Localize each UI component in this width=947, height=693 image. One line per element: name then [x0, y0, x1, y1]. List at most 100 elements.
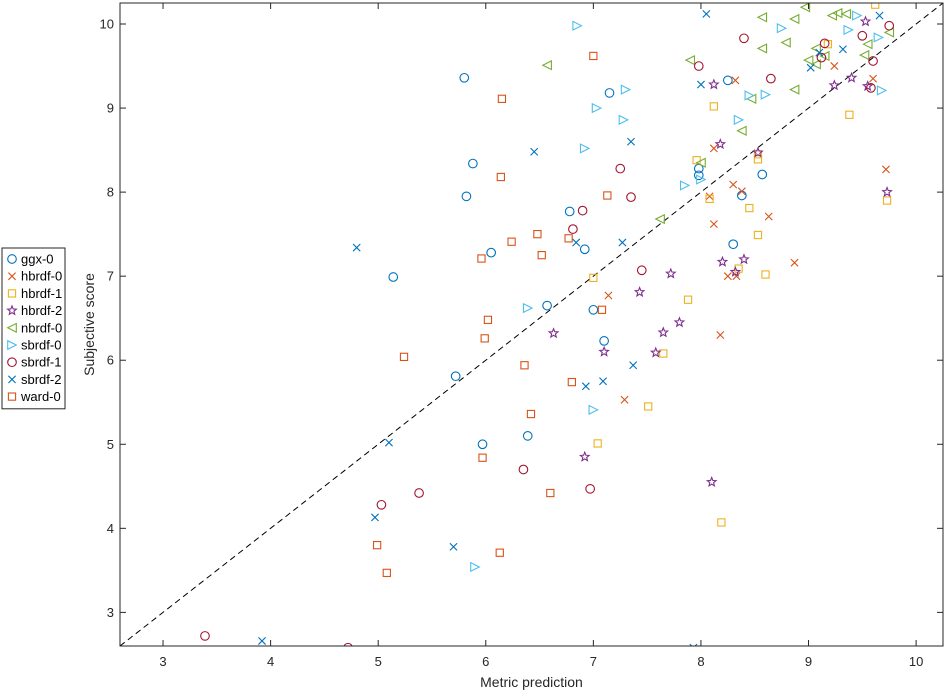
x-tick-label: 6: [482, 654, 489, 669]
data-point: [716, 255, 729, 267]
legend-box: [1, 247, 66, 410]
data-point: [507, 237, 516, 246]
data-point: [776, 23, 788, 34]
data-point: [875, 11, 884, 20]
data-point: [657, 326, 670, 338]
axes-box: [119, 2, 944, 647]
data-point: [593, 439, 602, 448]
data-point: [729, 265, 742, 277]
data-point: [764, 212, 773, 221]
data-point: [756, 43, 768, 54]
data-point: [689, 643, 698, 646]
data-point: [486, 247, 497, 258]
data-point: [564, 234, 573, 243]
data-point: [388, 272, 399, 282]
data-point: [372, 540, 382, 550]
data-point: [477, 254, 486, 263]
legend-label: ggx-0: [21, 252, 54, 267]
data-point: [567, 377, 576, 387]
data-point: [766, 73, 776, 84]
series-hbrdf-1: [589, 3, 892, 527]
data-point: [732, 272, 741, 281]
data-point: [753, 230, 763, 240]
legend-item: sbrdf-2: [8, 372, 61, 387]
data-point: [585, 483, 595, 494]
data-point: [588, 304, 599, 315]
data-point: [695, 157, 706, 168]
data-point: [843, 24, 854, 36]
data-point: [478, 453, 487, 462]
legend-label: hbrdf-2: [21, 303, 62, 318]
data-point: [736, 125, 747, 136]
data-point: [806, 63, 815, 72]
data-point: [723, 272, 732, 281]
data-point: [780, 37, 791, 48]
data-point: [572, 20, 583, 31]
data-point: [522, 302, 534, 314]
data-point: [520, 361, 529, 370]
data-point: [376, 499, 387, 510]
axes-layer: 3 4 5 6 7 8 9 10 3 4 5 6 7 8 9 10: [100, 2, 944, 669]
data-point: [384, 438, 393, 447]
data-point: [696, 174, 707, 185]
data-point: [589, 51, 598, 61]
data-point: [761, 270, 770, 279]
legend-label: sbrdf-0: [21, 338, 61, 353]
data-point: [629, 361, 638, 370]
data-point: [604, 88, 615, 98]
data-point: [581, 382, 590, 391]
data-point: [644, 402, 653, 411]
data-point: [343, 642, 353, 646]
data-point: [618, 238, 627, 247]
legend-marker: [7, 254, 17, 264]
data-point: [693, 61, 704, 71]
data-point: [578, 450, 591, 462]
data-point: [729, 180, 738, 189]
data-point: [382, 568, 391, 578]
data-point: [468, 158, 478, 169]
series-sbrdf-1: [200, 20, 895, 646]
data-point: [744, 90, 755, 101]
data-point: [470, 561, 481, 573]
data-point: [717, 518, 726, 527]
series-hbrdf-2: [547, 15, 893, 488]
series-sbrdf-0: [470, 10, 888, 573]
data-point: [599, 377, 608, 386]
data-point: [692, 156, 701, 165]
data-point: [598, 345, 610, 357]
x-tick-label: 8: [697, 654, 704, 669]
y-tick-label: 4: [107, 521, 114, 536]
data-point: [752, 146, 764, 158]
data-point: [399, 352, 409, 362]
data-point: [659, 349, 668, 358]
y-tick-label: 5: [107, 437, 114, 452]
legend-label: hbrdf-1: [21, 286, 62, 301]
data-point: [826, 10, 838, 21]
data-point: [533, 229, 542, 239]
series-sbrdf-2: [258, 9, 884, 646]
data-point: [370, 513, 379, 522]
data-point: [845, 110, 854, 119]
diagonal-layer: [120, 3, 943, 646]
data-point: [696, 80, 705, 89]
data-point: [861, 80, 874, 92]
data-point: [414, 488, 424, 498]
data-point: [705, 476, 718, 488]
legend-item: hbrdf-0: [8, 269, 62, 284]
legend-label: ward-0: [20, 389, 61, 404]
data-point: [683, 295, 693, 304]
data-point: [620, 395, 629, 404]
data-point: [852, 10, 863, 21]
y-tick-label: 7: [107, 269, 114, 284]
data-point: [838, 45, 847, 54]
legend: ggx-0 hbrdf-0 hbrdf-1 hbrdf-2 nbrdf-0 sbrdf-0…: [1, 247, 66, 410]
data-point: [597, 305, 607, 314]
legend-item: sbrdf-0: [7, 338, 61, 353]
data-point: [790, 258, 799, 267]
y-tick-label: 6: [107, 353, 114, 368]
data-point: [840, 8, 852, 20]
data-point: [757, 169, 768, 180]
data-point: [810, 59, 821, 70]
data-point: [709, 102, 719, 111]
